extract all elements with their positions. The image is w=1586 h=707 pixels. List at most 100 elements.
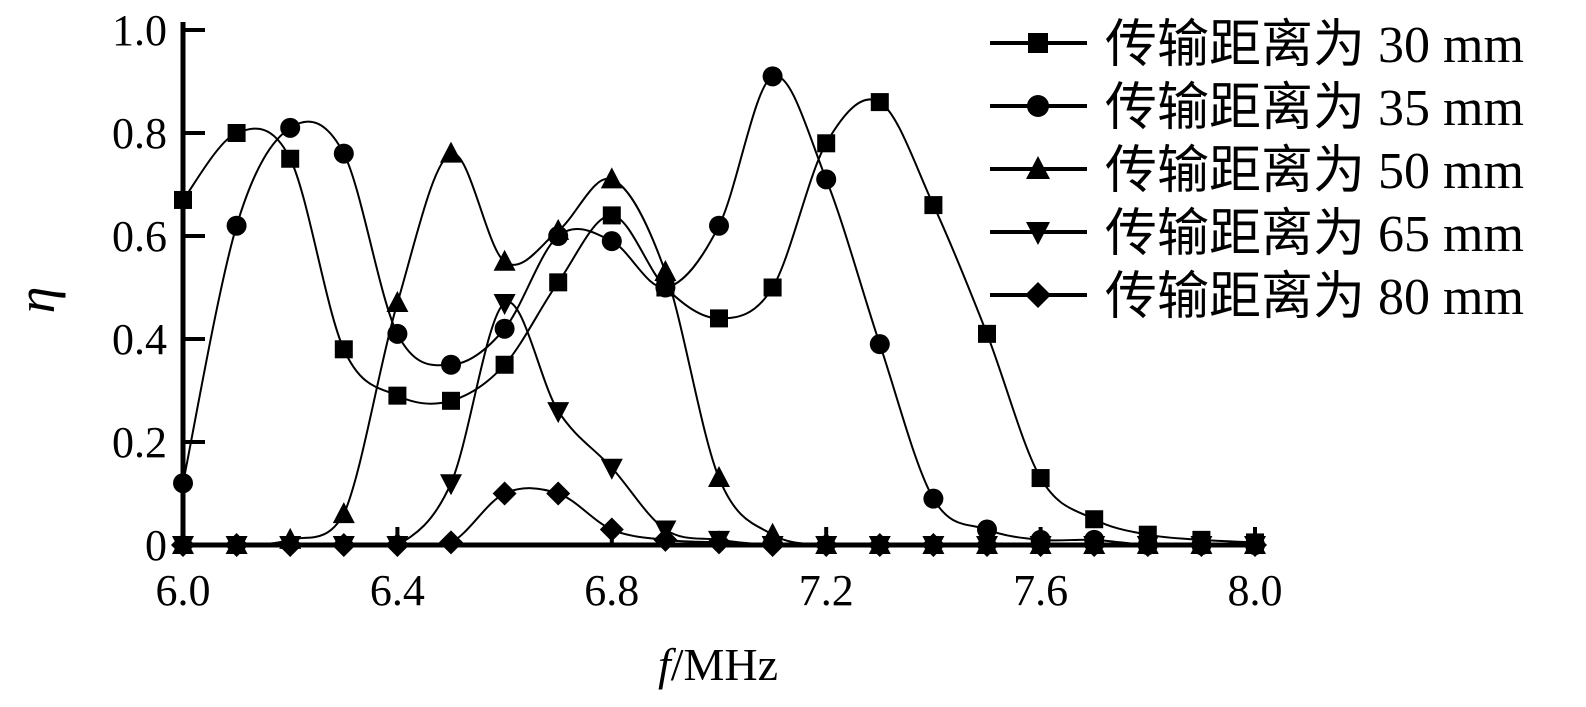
triangle-down-marker (600, 458, 623, 480)
triangle-up-marker (708, 466, 730, 488)
square-marker (817, 134, 836, 153)
square-marker (1031, 469, 1050, 488)
square-marker (495, 355, 514, 374)
axes: 0 0.2 0.4 0.6 0.8 1.0 6.0 6.4 6.8 7.2 7.6 8.0 (112, 6, 1283, 615)
triangle-down-marker (1026, 222, 1050, 245)
circle-marker (601, 231, 622, 252)
circle-marker (709, 215, 729, 236)
diamond-marker (760, 533, 785, 557)
diamond-marker (546, 481, 571, 506)
diamond-marker (1243, 533, 1267, 557)
y-tick-label: 0.4 (112, 315, 167, 364)
square-marker (1085, 510, 1104, 529)
legend-item: 传输距离为 30 mm (990, 17, 1524, 74)
legend-label: 传输距离为 80 mm (1105, 269, 1524, 326)
diamond-marker (599, 517, 624, 542)
triangle-up-marker (547, 218, 570, 240)
x-axis-label: f/MHz (658, 639, 778, 690)
square-marker (870, 93, 889, 112)
circle-marker (816, 169, 837, 190)
diamond-marker (385, 533, 410, 557)
circle-marker (280, 117, 301, 138)
y-axis-label: η (6, 287, 66, 314)
y-tick-label: 0.8 (112, 109, 167, 158)
legend-label: 传输距离为 50 mm (1105, 143, 1524, 200)
x-tick-label: 7.6 (1013, 566, 1068, 615)
triangle-up-marker (493, 249, 516, 271)
circle-marker (494, 318, 515, 339)
diamond-marker (1082, 533, 1107, 557)
diamond-marker (1189, 533, 1214, 557)
diamond-marker (331, 533, 356, 557)
diamond-marker (975, 533, 999, 557)
square-marker (549, 273, 568, 292)
diamond-marker (867, 533, 892, 557)
square-marker (710, 309, 728, 328)
y-tick-label: 0.2 (112, 418, 167, 467)
circle-marker (387, 323, 408, 344)
circle-marker (923, 488, 944, 509)
square-marker (924, 196, 943, 215)
circle-marker (333, 143, 354, 164)
square-marker (281, 149, 300, 168)
diamond-marker (653, 527, 678, 552)
diamond-marker (492, 481, 517, 506)
square-marker (763, 278, 782, 297)
triangle-up-marker (654, 260, 677, 282)
y-tick-label: 0.6 (112, 212, 167, 261)
legend-item: 传输距离为 50 mm (990, 143, 1524, 200)
series-group (171, 66, 1267, 557)
legend-label: 传输距离为 35 mm (1105, 80, 1524, 137)
diamond-marker (1028, 533, 1053, 557)
circle-marker (762, 66, 783, 87)
legend-item: 传输距离为 35 mm (990, 80, 1524, 137)
circle-marker (977, 519, 997, 540)
x-tick-label: 6.0 (156, 566, 211, 615)
diamond-marker (1025, 282, 1051, 308)
triangle-up-marker (440, 141, 462, 163)
legend-label: 传输距离为 65 mm (1105, 206, 1524, 263)
y-tick-label: 1.0 (112, 6, 167, 55)
x-axis-label-unit: /MHz (671, 639, 778, 690)
circle-marker (441, 354, 461, 375)
x-tick-label: 6.4 (370, 566, 425, 615)
diamond-marker (278, 533, 303, 557)
legend-item: 传输距离为 65 mm (990, 206, 1524, 263)
triangle-down-marker (440, 474, 462, 496)
triangle-up-marker (600, 167, 623, 189)
diamond-marker (439, 530, 463, 555)
triangle-down-marker (493, 293, 516, 315)
x-tick-label: 8.0 (1228, 566, 1283, 615)
circle-marker (655, 277, 676, 298)
legend-label: 传输距离为 30 mm (1105, 17, 1524, 74)
square-marker (602, 206, 621, 225)
triangle-up-marker (386, 290, 409, 312)
square-marker (1028, 33, 1048, 53)
diamond-marker (814, 533, 839, 557)
diamond-marker (1135, 533, 1160, 557)
square-marker (227, 124, 246, 142)
square-marker (174, 190, 192, 209)
legend-item: 传输距离为 80 mm (990, 269, 1524, 326)
triangle-up-marker (332, 502, 355, 524)
circle-marker (869, 334, 890, 355)
square-marker (388, 386, 407, 405)
x-tick-label: 7.2 (799, 566, 854, 615)
triangle-down-marker (547, 402, 570, 424)
circle-marker (1027, 95, 1049, 117)
triangle-up-marker (1026, 156, 1050, 179)
circle-marker (226, 215, 247, 236)
diamond-marker (707, 530, 731, 555)
series-diamond (171, 481, 1267, 557)
legend: 传输距离为 30 mm 传输距离为 35 mm 传输距离为 50 mm 传输距离为 6… (990, 17, 1524, 326)
circle-marker (173, 473, 193, 494)
diamond-marker (921, 533, 946, 557)
x-tick-label: 6.8 (584, 566, 639, 615)
diamond-marker (171, 533, 195, 557)
square-marker (978, 324, 996, 343)
square-marker (442, 391, 460, 410)
y-tick-label: 0 (145, 521, 167, 570)
square-marker (334, 340, 353, 359)
diamond-marker (224, 533, 249, 557)
